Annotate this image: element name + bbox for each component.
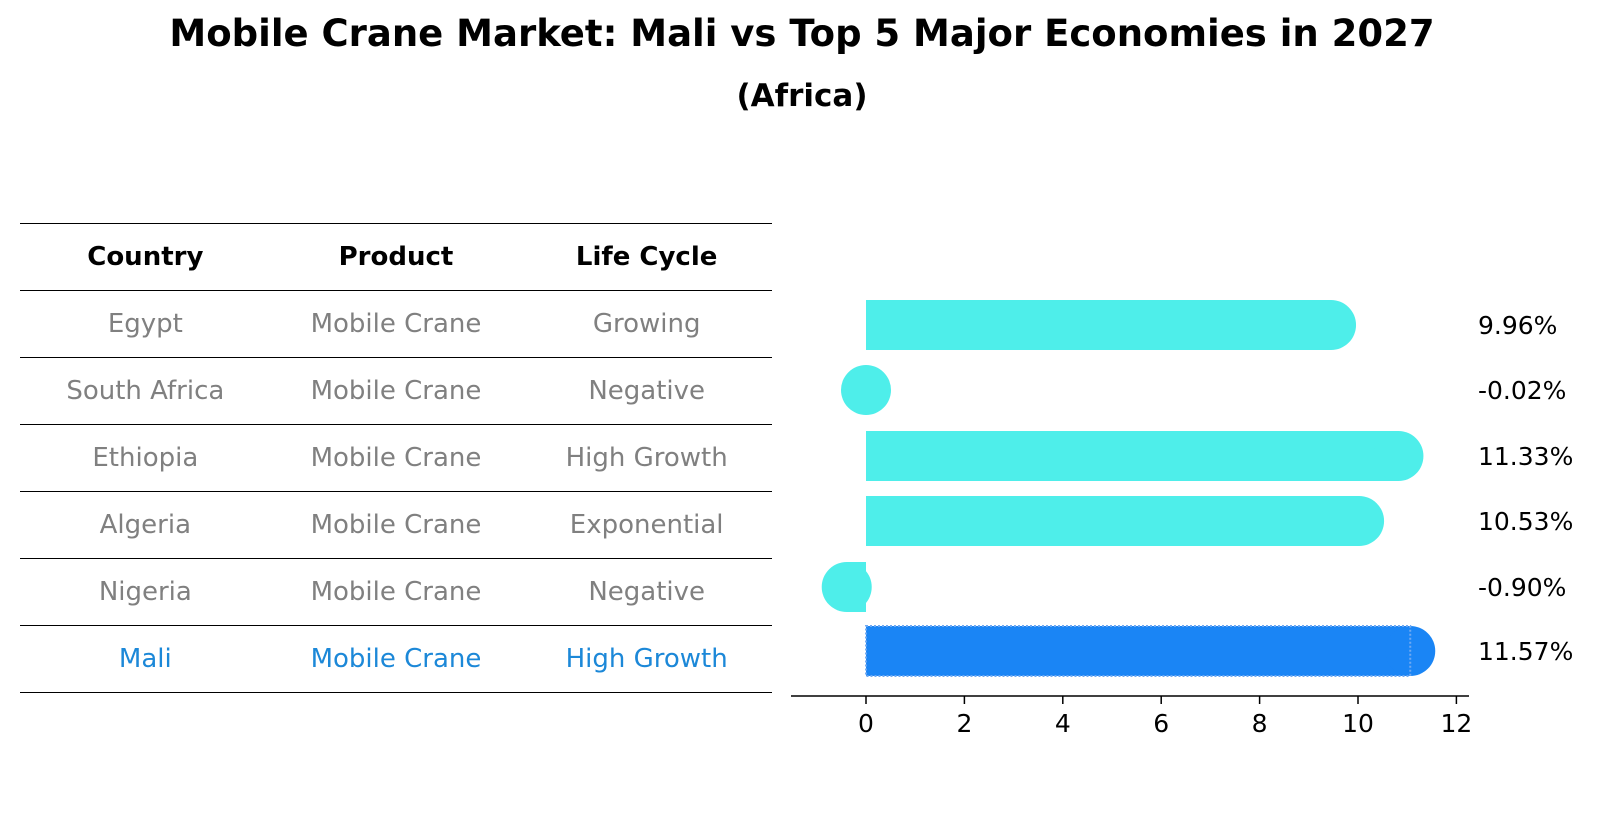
cell-product: Mobile Crane [270,357,522,425]
bar-cap [841,365,891,415]
header-life-cycle: Life Cycle [521,223,772,291]
bar-body [866,300,1332,350]
header-product: Product [270,223,522,291]
bar-nigeria [821,562,872,612]
x-tick-label: 4 [1055,709,1071,738]
bar-egypt [866,300,1357,350]
cell-country: Mali [20,625,271,693]
table-row: South Africa Mobile Crane Negative [20,357,772,425]
x-tick-label: 10 [1342,709,1374,738]
cell-life-cycle: Negative [521,357,772,425]
cell-life-cycle: High Growth [521,424,772,492]
x-tick-label: 6 [1153,709,1169,738]
table-row: Ethiopia Mobile Crane High Growth [20,424,772,492]
cell-product: Mobile Crane [270,558,522,626]
bar-value-label: -0.90% [1478,573,1566,602]
bar-value-label: 10.53% [1478,507,1573,536]
x-tick-label: 2 [956,709,972,738]
cell-life-cycle: Growing [521,290,772,358]
table-row: Nigeria Mobile Crane Negative [20,558,772,626]
header-country: Country [20,223,271,291]
bar-value-label: 11.57% [1478,637,1573,666]
bar-ethiopia [866,431,1424,481]
cell-life-cycle: Negative [521,558,772,626]
bar-body [866,496,1360,546]
cell-life-cycle: High Growth [521,625,772,693]
cell-product: Mobile Crane [270,625,522,693]
cell-country: Algeria [20,491,271,559]
bar-body [866,431,1399,481]
bar-cap [1373,431,1424,481]
cell-product: Mobile Crane [270,290,522,358]
table-row: Algeria Mobile Crane Exponential [20,491,772,559]
table-header-row: Country Product Life Cycle [20,223,772,291]
cell-product: Mobile Crane [270,491,522,559]
x-tick-label: 0 [858,709,874,738]
bar-mali [865,625,1436,677]
x-tick-label: 12 [1440,709,1472,738]
bar-highlight-outline [865,625,1412,677]
bar-algeria [866,496,1385,546]
cell-product: Mobile Crane [270,424,522,492]
cell-country: South Africa [20,357,271,425]
bar-south-africa [841,365,891,415]
table-row: Egypt Mobile Crane Growing [20,290,772,358]
cell-country: Egypt [20,290,271,358]
chart-subtitle: (Africa) [736,78,868,114]
cell-country: Ethiopia [20,424,271,492]
comparison-table: Country Product Life Cycle Egypt Mobile … [20,223,772,693]
bar-cap [1334,496,1385,546]
bar-cap [821,562,872,612]
chart-title: Mobile Crane Market: Mali vs Top 5 Major… [169,12,1435,55]
cell-country: Nigeria [20,558,271,626]
bar-body [866,626,1411,676]
bar-value-label: 11.33% [1478,442,1573,471]
bar-cap [1306,300,1357,350]
bar-value-label: 9.96% [1478,311,1557,340]
table-row-highlight: Mali Mobile Crane High Growth [20,625,772,693]
cell-life-cycle: Exponential [521,491,772,559]
bar-value-label: -0.02% [1478,376,1566,405]
x-tick-label: 8 [1252,709,1268,738]
